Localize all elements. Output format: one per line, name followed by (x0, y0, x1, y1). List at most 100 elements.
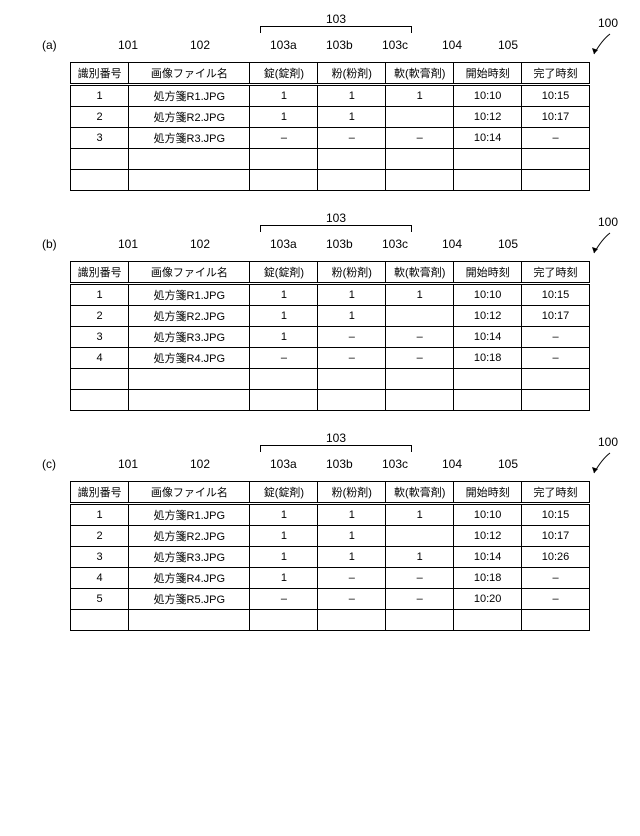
cell-id: 2 (71, 306, 129, 327)
cell-end: 10:17 (522, 107, 590, 128)
cell-id: 2 (71, 526, 129, 547)
cell-start: 10:18 (454, 348, 522, 369)
cell-file: 処方箋R3.JPG (129, 327, 250, 348)
cell-file: 処方箋R5.JPG (129, 589, 250, 610)
cell-id: 3 (71, 547, 129, 568)
cell-start: 10:12 (454, 526, 522, 547)
hdr-filename: 画像ファイル名 (129, 482, 250, 504)
cell-end: 10:17 (522, 306, 590, 327)
ref-101: 101 (118, 457, 138, 471)
cell-id: 5 (71, 589, 129, 610)
header-row: 識別番号 画像ファイル名 錠(錠剤) 粉(粉剤) 軟(軟膏剤) 開始時刻 完了時… (71, 262, 590, 284)
cell-tab: 1 (250, 284, 318, 306)
hdr-end: 完了時刻 (522, 63, 590, 85)
ref-103: 103 (326, 211, 346, 225)
cell-oin: 1 (386, 547, 454, 568)
hdr-start: 開始時刻 (454, 262, 522, 284)
cell-tab: 1 (250, 504, 318, 526)
hdr-tablet: 錠(錠剤) (250, 482, 318, 504)
ref-100-label: 100 (598, 215, 618, 229)
cell-file: 処方箋R4.JPG (129, 348, 250, 369)
table-row: 3 処方箋R3.JPG – – – 10:14 – (71, 128, 590, 149)
hdr-start: 開始時刻 (454, 482, 522, 504)
hdr-filename: 画像ファイル名 (129, 262, 250, 284)
data-table: 識別番号 画像ファイル名 錠(錠剤) 粉(粉剤) 軟(軟膏剤) 開始時刻 完了時… (70, 261, 590, 411)
bracket-103 (260, 445, 412, 452)
table-wrap: 100 識別番号 画像ファイル名 錠(錠剤) 粉(粉剤) 軟(軟膏剤) 開始時刻… (30, 62, 610, 191)
cell-oin: – (386, 128, 454, 149)
cell-start: 10:18 (454, 568, 522, 589)
header-row: 識別番号 画像ファイル名 錠(錠剤) 粉(粉剤) 軟(軟膏剤) 開始時刻 完了時… (71, 63, 590, 85)
cell-pow: 1 (318, 85, 386, 107)
cell-pow: – (318, 348, 386, 369)
ref-104: 104 (442, 38, 462, 52)
cell-id: 3 (71, 327, 129, 348)
cell-oin: – (386, 568, 454, 589)
table-row: 2 処方箋R2.JPG 1 1 10:12 10:17 (71, 526, 590, 547)
table-row-empty (71, 610, 590, 631)
ref-103c: 103c (382, 237, 408, 251)
cell-tab: 1 (250, 327, 318, 348)
data-table: 識別番号 画像ファイル名 錠(錠剤) 粉(粉剤) 軟(軟膏剤) 開始時刻 完了時… (70, 481, 590, 631)
cell-end: 10:26 (522, 547, 590, 568)
ref-100-label: 100 (598, 435, 618, 449)
table-row: 3 処方箋R3.JPG 1 1 1 10:14 10:26 (71, 547, 590, 568)
data-table: 識別番号 画像ファイル名 錠(錠剤) 粉(粉剤) 軟(軟膏剤) 開始時刻 完了時… (70, 62, 590, 191)
cell-start: 10:12 (454, 107, 522, 128)
cell-oin (386, 526, 454, 547)
cell-file: 処方箋R1.JPG (129, 85, 250, 107)
cell-pow: 1 (318, 107, 386, 128)
cell-pow: 1 (318, 547, 386, 568)
cell-file: 処方箋R3.JPG (129, 547, 250, 568)
ref-103c: 103c (382, 457, 408, 471)
cell-tab: 1 (250, 568, 318, 589)
cell-tab: – (250, 348, 318, 369)
cell-tab: 1 (250, 526, 318, 547)
table-row: 5 処方箋R5.JPG – – – 10:20 – (71, 589, 590, 610)
hdr-tablet: 錠(錠剤) (250, 63, 318, 85)
cell-id: 4 (71, 568, 129, 589)
cell-tab: 1 (250, 85, 318, 107)
cell-tab: – (250, 128, 318, 149)
cell-file: 処方箋R1.JPG (129, 504, 250, 526)
ref-103b: 103b (326, 38, 353, 52)
cell-oin: 1 (386, 85, 454, 107)
ref-100-arrow: 100 (588, 229, 618, 259)
cell-id: 1 (71, 284, 129, 306)
ref-103b: 103b (326, 457, 353, 471)
cell-tab: 1 (250, 306, 318, 327)
cell-end: 10:15 (522, 85, 590, 107)
cell-start: 10:14 (454, 128, 522, 149)
ref-101: 101 (118, 38, 138, 52)
cell-tab: – (250, 589, 318, 610)
cell-start: 10:10 (454, 85, 522, 107)
cell-pow: – (318, 568, 386, 589)
hdr-id: 識別番号 (71, 63, 129, 85)
cell-id: 1 (71, 504, 129, 526)
cell-oin: – (386, 327, 454, 348)
cell-file: 処方箋R3.JPG (129, 128, 250, 149)
cell-oin: – (386, 348, 454, 369)
hdr-powder: 粉(粉剤) (318, 482, 386, 504)
cell-start: 10:14 (454, 327, 522, 348)
cell-pow: – (318, 589, 386, 610)
cell-pow: 1 (318, 504, 386, 526)
cell-end: 10:15 (522, 504, 590, 526)
column-refs: 103 101 102 103a 103b 103c 104 105 (30, 439, 610, 479)
hdr-filename: 画像ファイル名 (129, 63, 250, 85)
cell-start: 10:10 (454, 284, 522, 306)
cell-pow: 1 (318, 526, 386, 547)
cell-file: 処方箋R1.JPG (129, 284, 250, 306)
column-refs: 103 101 102 103a 103b 103c 104 105 (30, 20, 610, 60)
hdr-id: 識別番号 (71, 262, 129, 284)
table-row: 3 処方箋R3.JPG 1 – – 10:14 – (71, 327, 590, 348)
cell-end: 10:17 (522, 526, 590, 547)
hdr-start: 開始時刻 (454, 63, 522, 85)
column-refs: 103 101 102 103a 103b 103c 104 105 (30, 219, 610, 259)
ref-105: 105 (498, 457, 518, 471)
cell-id: 4 (71, 348, 129, 369)
ref-103: 103 (326, 431, 346, 445)
cell-id: 3 (71, 128, 129, 149)
hdr-end: 完了時刻 (522, 262, 590, 284)
ref-102: 102 (190, 457, 210, 471)
